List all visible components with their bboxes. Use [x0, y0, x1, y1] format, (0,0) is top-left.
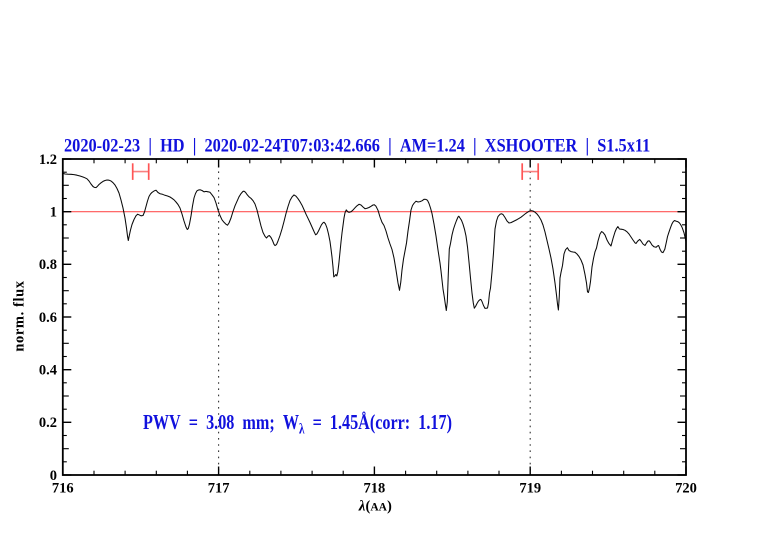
svg-text:PWV = 3.08 mm; Wλ = 1.45: PWV = 3.08 mm; Wλ = 1.45Å(corr: 1.17) — [143, 411, 452, 437]
svg-text:0.6: 0.6 — [39, 310, 57, 326]
svg-text:716: 716 — [52, 481, 74, 497]
svg-text:0.8: 0.8 — [39, 257, 57, 273]
svg-text:717: 717 — [208, 481, 230, 497]
svg-text:2020-02-23 | HD | 2020-02-: 2020-02-23 | HD | 2020-02-24T07:03:42.66… — [64, 134, 650, 156]
svg-text:1.2: 1.2 — [39, 152, 57, 168]
svg-text:norm. flux: norm. flux — [12, 280, 28, 351]
svg-text:0: 0 — [50, 468, 57, 484]
svg-text:720: 720 — [675, 481, 697, 497]
svg-text:718: 718 — [364, 481, 386, 497]
svg-text:719: 719 — [519, 481, 541, 497]
svg-text:0.2: 0.2 — [39, 415, 57, 431]
svg-text:1: 1 — [50, 205, 57, 221]
svg-text:λ(AA): λ(AA) — [358, 499, 392, 515]
svg-text:0.4: 0.4 — [39, 363, 57, 379]
